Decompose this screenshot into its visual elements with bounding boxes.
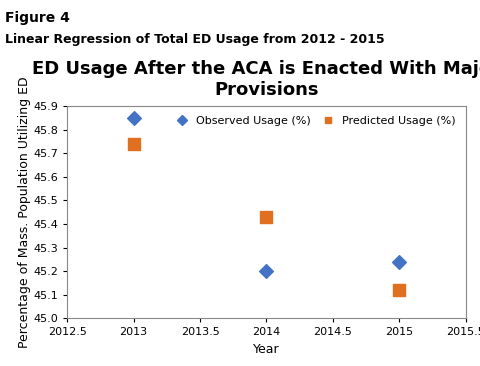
Point — [396, 287, 403, 293]
Point — [130, 115, 137, 121]
Point — [263, 214, 270, 220]
Point — [396, 259, 403, 265]
Text: Linear Regression of Total ED Usage from 2012 - 2015: Linear Regression of Total ED Usage from… — [5, 33, 384, 46]
Title: ED Usage After the ACA is Enacted With Major
Provisions: ED Usage After the ACA is Enacted With M… — [32, 60, 480, 99]
Y-axis label: Percentage of Mass. Population Utilizing ED: Percentage of Mass. Population Utilizing… — [17, 76, 31, 348]
Point — [130, 141, 137, 147]
Legend: Observed Usage (%), Predicted Usage (%): Observed Usage (%), Predicted Usage (%) — [166, 112, 460, 131]
Text: Figure 4: Figure 4 — [5, 11, 70, 25]
Point — [263, 268, 270, 274]
X-axis label: Year: Year — [253, 343, 280, 356]
